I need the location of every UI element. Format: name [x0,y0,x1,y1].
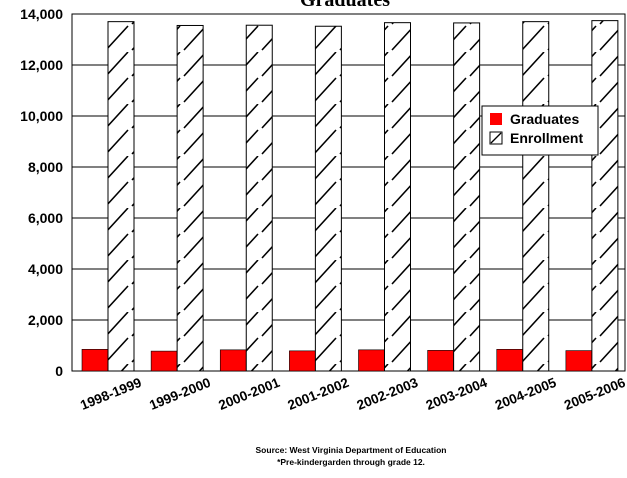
x-tick-label: 2000-2001 [216,375,282,413]
enrollment-bar [176,24,204,372]
x-tick-label: 2002-2003 [355,375,421,413]
legend-label-graduates: Graduates [510,111,579,127]
enrollment-bar [245,24,273,372]
graduates-bar [289,350,316,372]
source-note: Source: West Virginia Department of Educ… [256,445,447,455]
x-axis-ticks: 1998-1999 1999-2000 2000-2001 2001-2002 2002… [78,375,627,413]
y-tick-label: 14,000 [20,6,63,22]
legend-swatch-enrollment [489,131,503,145]
chart-title: Graduates [300,0,390,11]
graduates-bar [358,349,385,372]
x-tick-label: 2004-2005 [493,375,559,413]
legend-label-enrollment: Enrollment [510,130,583,146]
x-tick-label: 1998-1999 [78,375,143,413]
x-tick-label: 1999-2000 [147,375,212,413]
graduates-bar [565,350,593,372]
enrollment-bar [314,25,342,372]
y-tick-label: 12,000 [20,57,63,73]
graduates-bar [219,349,247,372]
y-tick-label: 6,000 [28,210,63,226]
x-tick-label: 2003-2004 [424,375,490,413]
graduates-bar [427,350,454,372]
y-tick-label: 4,000 [28,261,63,277]
x-tick-label: 2001-2002 [286,375,351,413]
y-tick-label: 0 [55,363,63,379]
graduates-bar [150,350,178,372]
y-tick-label: 10,000 [20,108,63,124]
enrollment-bar [591,20,619,372]
y-axis-ticks: 0 2,000 4,000 6,000 8,000 10,000 12,000 14,000 [20,6,63,379]
footnote: *Pre-kindergarden through grade 12. [277,457,425,467]
enrollment-bar [107,21,135,372]
y-tick-label: 8,000 [28,159,63,175]
legend: Graduates Enrollment [481,105,599,156]
enrollment-bar [384,22,411,372]
graduates-bar [496,349,524,372]
legend-swatch-graduates [490,113,502,125]
y-tick-label: 2,000 [28,312,63,328]
graduates-bar [81,349,109,372]
enrollment-bar [453,22,481,372]
bars [81,20,619,372]
enrollment-bar [522,21,550,372]
x-tick-label: 2005-2006 [562,375,627,413]
